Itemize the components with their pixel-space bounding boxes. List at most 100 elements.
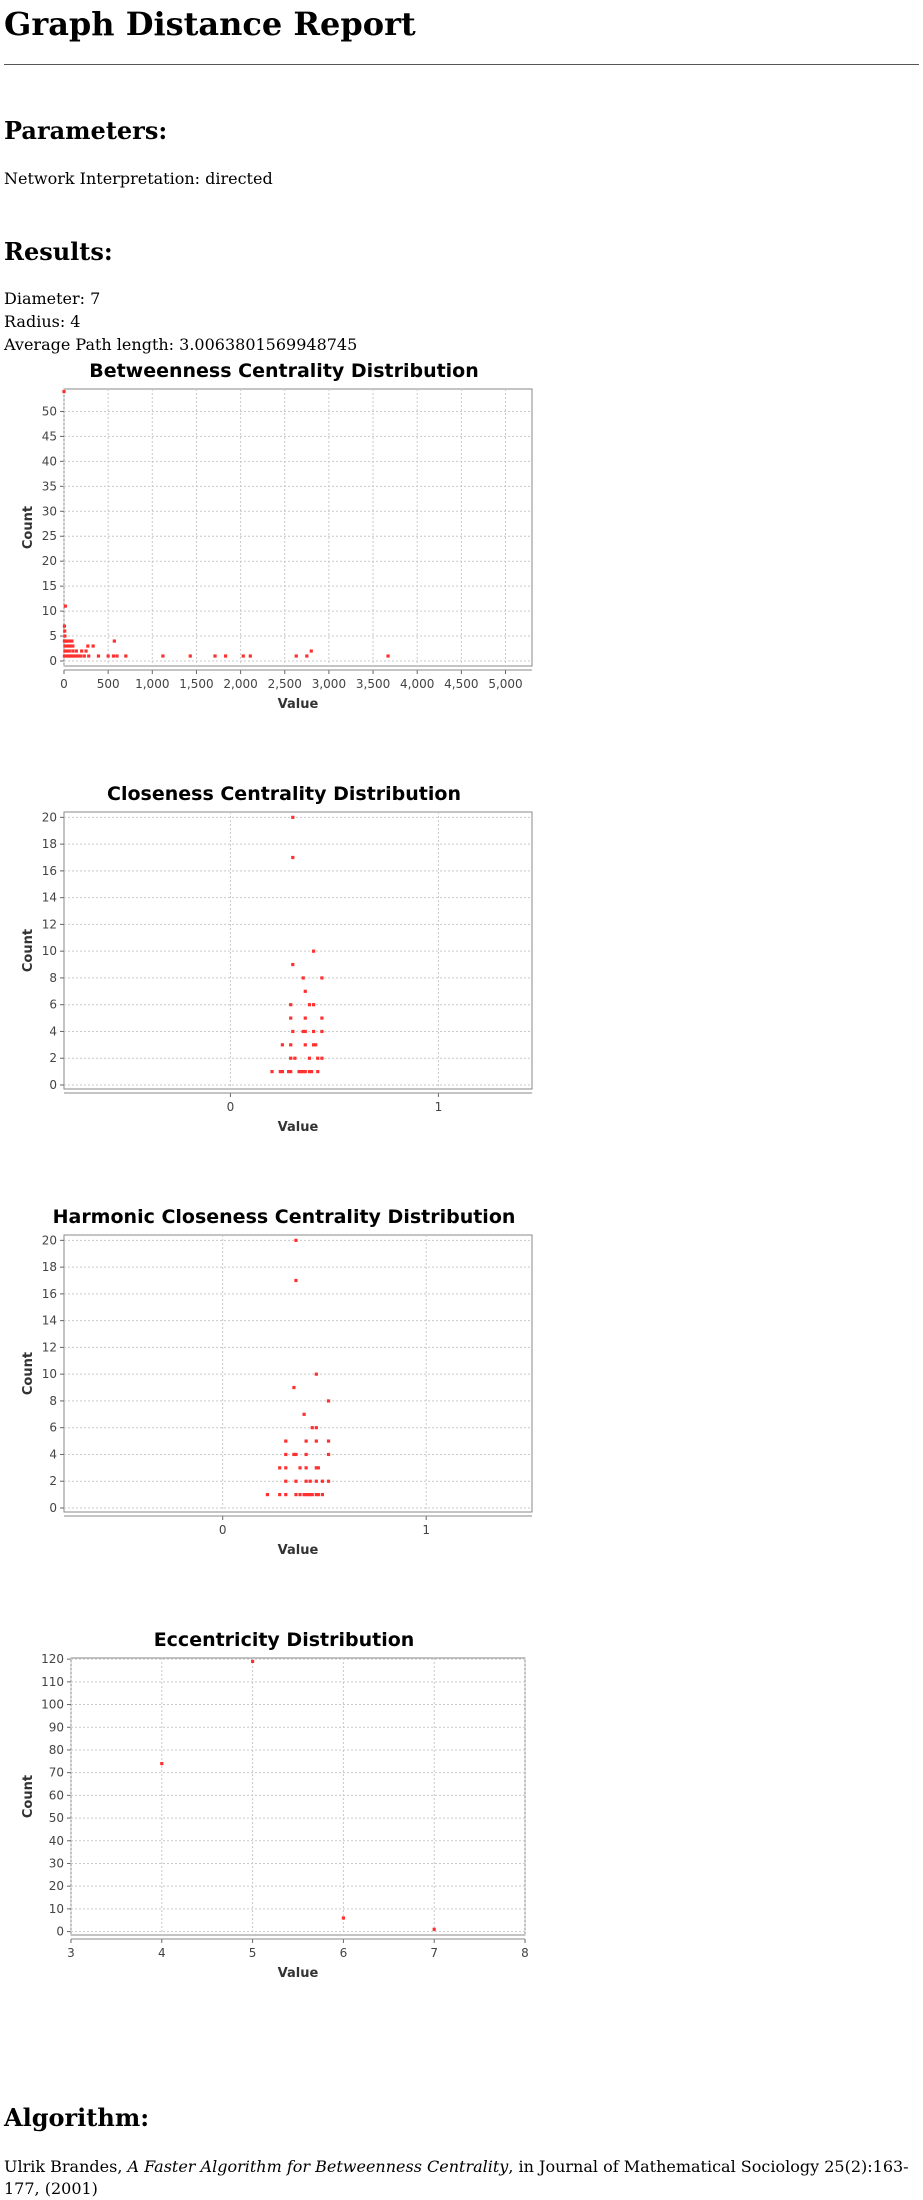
data-point [241, 654, 245, 658]
data-point [63, 649, 67, 653]
data-point [297, 1070, 301, 1074]
data-point [86, 644, 90, 648]
data-point [304, 1493, 308, 1497]
harmonic-closeness-chart-svg: Harmonic Closeness Centrality Distributi… [21, 1206, 533, 1558]
data-point [65, 644, 70, 648]
report-title: Graph Distance Report [4, 5, 416, 43]
data-point [299, 1070, 303, 1074]
y-tick-label: 8 [49, 971, 57, 985]
plot-area [63, 388, 533, 667]
betweenness-chart-svg: Betweenness Centrality Distribution 0 5 10 1… [21, 360, 533, 712]
data-point [386, 654, 390, 658]
data-point [251, 1659, 255, 1664]
y-tick-label: 12 [42, 1340, 57, 1354]
y-tick-label: 0 [49, 654, 57, 668]
data-point [320, 976, 324, 980]
data-point [62, 389, 66, 394]
data-point [284, 1452, 288, 1457]
y-tick-label: 2 [49, 1051, 57, 1065]
y-tick-label: 40 [49, 1834, 64, 1848]
average-path-length-text: Average Path length: 3.0063801569948745 [4, 335, 358, 354]
data-point [161, 654, 165, 658]
data-point [62, 624, 67, 628]
data-point [303, 1029, 307, 1034]
y-tick-label: 18 [42, 1260, 57, 1274]
data-point [280, 1070, 284, 1074]
data-point [294, 654, 298, 658]
y-tick-label: 6 [49, 1421, 57, 1435]
x-tick-label: 500 [97, 677, 120, 691]
data-point [307, 1056, 312, 1060]
data-point [65, 639, 69, 643]
data-point [284, 1439, 288, 1443]
data-point [70, 639, 74, 643]
data-point [326, 1399, 331, 1403]
data-point [303, 1016, 307, 1020]
y-tick-label: 120 [41, 1652, 64, 1666]
y-tick-label: 50 [42, 404, 57, 418]
y-tick-label: 25 [42, 529, 57, 543]
data-point [308, 1493, 312, 1497]
y-tick-label: 35 [42, 479, 57, 493]
y-tick-label: 20 [42, 810, 57, 824]
data-point [289, 1016, 293, 1020]
y-tick-label: 90 [49, 1720, 64, 1734]
data-point [304, 1452, 308, 1457]
data-point [76, 654, 80, 658]
data-point [84, 649, 88, 653]
y-tick-label: 14 [42, 891, 57, 905]
x-axis-label: Value [278, 1120, 319, 1135]
x-tick-label: 2,000 [223, 677, 257, 691]
y-axis-label: Count [21, 929, 36, 972]
data-point [248, 654, 252, 658]
x-tick-label: 1,000 [135, 677, 169, 691]
data-point [293, 1056, 297, 1060]
x-tick-label: 4,000 [400, 677, 434, 691]
x-tick-label: 0 [227, 1100, 235, 1114]
diameter-text: Diameter: 7 [4, 289, 101, 308]
data-point [341, 1916, 345, 1920]
data-point [304, 1479, 308, 1483]
y-tick-label: 10 [42, 1367, 57, 1381]
results-list: Diameter: 7 Radius: 4 Average Path lengt… [4, 287, 919, 356]
closeness-chart-svg: Closeness Centrality Distribution0246810… [21, 783, 533, 1135]
data-point [312, 949, 316, 953]
citation-title: A Faster Algorithm for Betweenness Centr… [127, 2157, 509, 2176]
data-point [291, 1029, 295, 1034]
harmonic-closeness-chart: Harmonic Closeness Centrality Distributi… [4, 1202, 604, 1625]
y-tick-label: 20 [42, 1233, 57, 1247]
y-tick-label: 14 [42, 1314, 57, 1328]
data-point [301, 1070, 305, 1074]
x-tick-label: 1 [422, 1523, 430, 1537]
data-point [312, 1003, 316, 1007]
data-point [223, 654, 228, 658]
data-point [69, 654, 74, 658]
data-point [91, 644, 95, 648]
x-tick-label: 5,000 [488, 677, 522, 691]
data-point [284, 1466, 288, 1470]
eccentricity-chart: Eccentricity Distribution 0 10 20 30 40 50 60 70… [4, 1625, 604, 2048]
data-point [284, 1493, 288, 1497]
data-point [310, 1426, 314, 1430]
y-axis-label: Count [21, 506, 36, 549]
data-point [80, 649, 84, 653]
y-tick-label: 6 [49, 998, 57, 1012]
data-point [310, 1493, 314, 1497]
y-tick-label: 0 [49, 1501, 57, 1515]
data-point [265, 1493, 270, 1497]
x-tick-label: 4,500 [444, 677, 478, 691]
data-point [270, 1070, 274, 1074]
y-tick-label: 2 [49, 1474, 57, 1488]
parameters-heading: Parameters: [4, 116, 168, 145]
y-tick-label: 70 [49, 1766, 64, 1780]
data-point [298, 1493, 302, 1497]
data-point [305, 654, 309, 658]
data-point [301, 1029, 305, 1034]
y-tick-label: 0 [49, 1078, 57, 1092]
results-heading: Results: [4, 237, 113, 266]
data-point [316, 1056, 320, 1060]
data-point [308, 1479, 312, 1483]
data-point [294, 1238, 298, 1242]
data-point [284, 1479, 288, 1483]
data-point [307, 1070, 312, 1074]
